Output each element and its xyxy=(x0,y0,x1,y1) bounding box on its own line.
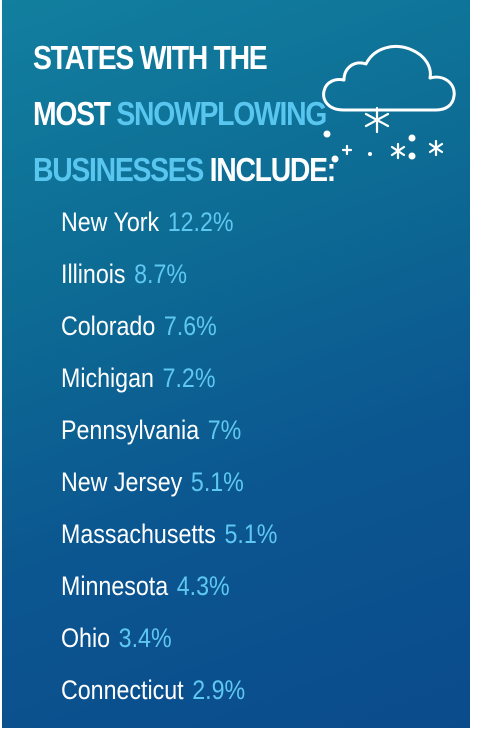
state-percent: 8.7% xyxy=(134,259,188,289)
infographic-card: STATES WITH THE MOST SNOWPLOWING BUSINES… xyxy=(2,0,470,728)
list-item: Illinois 8.7% xyxy=(61,248,405,300)
state-list: New York 12.2% Illinois 8.7% Colorado 7.6% … xyxy=(61,196,461,716)
state-name: Minnesota xyxy=(61,571,169,601)
list-item: Pennsylvania 7% xyxy=(61,404,405,456)
headline-line-1: STATES WITH THE xyxy=(33,30,282,86)
headline-word: MOST xyxy=(33,95,117,132)
list-item: New York 12.2% xyxy=(61,196,405,248)
state-percent: 4.3% xyxy=(176,571,230,601)
state-name: New York xyxy=(61,207,160,237)
headline: STATES WITH THE MOST SNOWPLOWING BUSINES… xyxy=(33,30,336,198)
list-item: Massachusetts 5.1% xyxy=(61,508,405,560)
state-percent: 2.9% xyxy=(192,675,246,705)
headline-line-3: BUSINESSES INCLUDE: xyxy=(33,142,336,198)
snow-cloud-icon xyxy=(322,45,456,163)
state-percent: 7% xyxy=(207,415,242,445)
state-name: Connecticut xyxy=(61,675,184,705)
state-name: Massachusetts xyxy=(61,519,216,549)
list-item: Colorado 7.6% xyxy=(61,300,405,352)
state-name: New Jersey xyxy=(61,467,183,497)
headline-line-2: MOST SNOWPLOWING xyxy=(33,86,327,142)
state-percent: 5.1% xyxy=(224,519,278,549)
list-item: New Jersey 5.1% xyxy=(61,456,405,508)
state-percent: 5.1% xyxy=(190,467,244,497)
state-percent: 7.6% xyxy=(163,311,217,341)
list-item: Ohio 3.4% xyxy=(61,612,405,664)
headline-word: WITH THE xyxy=(133,39,268,76)
headline-word: STATES xyxy=(33,39,134,76)
headline-word: INCLUDE: xyxy=(203,151,337,188)
state-name: Ohio xyxy=(61,623,111,653)
state-name: Pennsylvania xyxy=(61,415,200,445)
state-percent: 12.2% xyxy=(167,207,234,237)
headline-accent: SNOWPLOWING xyxy=(116,95,327,132)
list-item: Connecticut 2.9% xyxy=(61,664,405,716)
state-name: Michigan xyxy=(61,363,154,393)
state-name: Illinois xyxy=(61,259,126,289)
headline-accent: BUSINESSES xyxy=(33,151,204,188)
state-name: Colorado xyxy=(61,311,156,341)
state-percent: 3.4% xyxy=(118,623,172,653)
page-margin xyxy=(470,0,492,730)
state-percent: 7.2% xyxy=(162,363,216,393)
list-item: Michigan 7.2% xyxy=(61,352,405,404)
list-item: Minnesota 4.3% xyxy=(61,560,405,612)
